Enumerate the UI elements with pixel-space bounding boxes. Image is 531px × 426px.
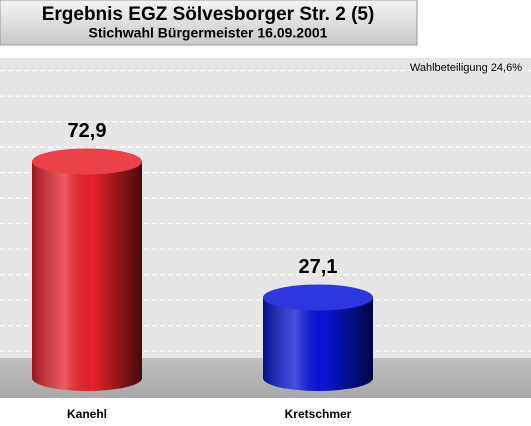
label-strip	[0, 398, 531, 426]
x-tick-label: Kretschmer	[285, 407, 352, 421]
chart-subtitle: Stichwahl Bürgermeister 16.09.2001	[89, 25, 328, 41]
x-tick-label: Kanehl	[67, 407, 107, 421]
header-box	[0, 0, 418, 46]
annotation: Wahlbeteiligung 24,6%	[410, 62, 522, 74]
value-label: 72,9	[68, 120, 107, 142]
bar-top	[32, 148, 142, 175]
bar-top-shade	[263, 284, 373, 311]
bar-top	[263, 284, 373, 311]
chart-title: Ergebnis EGZ Sölvesborger Str. 2 (5)	[42, 4, 375, 25]
bar-shade	[263, 297, 373, 378]
bar-top-shade	[32, 148, 142, 175]
value-label: 27,1	[299, 256, 338, 278]
bar-shade	[32, 161, 142, 378]
